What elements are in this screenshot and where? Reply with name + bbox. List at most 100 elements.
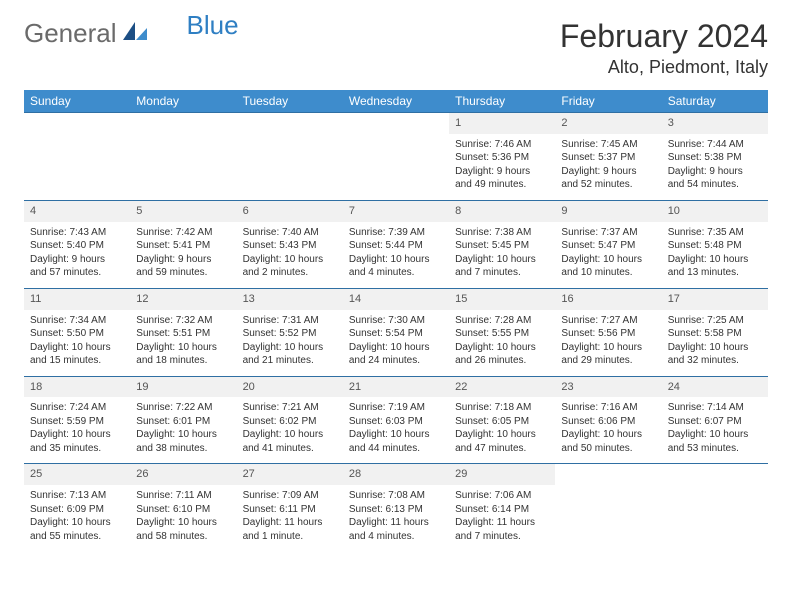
sunset-line: Sunset: 5:37 PM xyxy=(561,151,655,165)
day-number-cell: 16 xyxy=(555,288,661,309)
day-detail-cell xyxy=(662,485,768,551)
sunrise-line: Sunrise: 7:22 AM xyxy=(136,401,230,415)
daylight-line: Daylight: 10 hours and 41 minutes. xyxy=(243,428,337,455)
sunset-line: Sunset: 5:54 PM xyxy=(349,327,443,341)
day-detail-cell: Sunrise: 7:24 AMSunset: 5:59 PMDaylight:… xyxy=(24,397,130,464)
day-number-cell: 20 xyxy=(237,376,343,397)
sunset-line: Sunset: 5:59 PM xyxy=(30,415,124,429)
sunset-line: Sunset: 5:52 PM xyxy=(243,327,337,341)
day-number-cell xyxy=(24,113,130,134)
daylight-line: Daylight: 9 hours and 49 minutes. xyxy=(455,165,549,192)
daylight-line: Daylight: 10 hours and 18 minutes. xyxy=(136,341,230,368)
sunset-line: Sunset: 5:36 PM xyxy=(455,151,549,165)
day-number-cell: 15 xyxy=(449,288,555,309)
sunrise-line: Sunrise: 7:27 AM xyxy=(561,314,655,328)
day-detail-cell: Sunrise: 7:09 AMSunset: 6:11 PMDaylight:… xyxy=(237,485,343,551)
day-number-cell: 28 xyxy=(343,464,449,485)
calendar-table: SundayMondayTuesdayWednesdayThursdayFrid… xyxy=(24,90,768,551)
sunset-line: Sunset: 6:09 PM xyxy=(30,503,124,517)
daylight-line: Daylight: 9 hours and 57 minutes. xyxy=(30,253,124,280)
sunrise-line: Sunrise: 7:21 AM xyxy=(243,401,337,415)
day-number-cell: 21 xyxy=(343,376,449,397)
sunset-line: Sunset: 5:41 PM xyxy=(136,239,230,253)
day-detail-cell: Sunrise: 7:43 AMSunset: 5:40 PMDaylight:… xyxy=(24,222,130,289)
sunset-line: Sunset: 6:02 PM xyxy=(243,415,337,429)
day-detail-cell xyxy=(237,134,343,201)
day-detail-cell: Sunrise: 7:39 AMSunset: 5:44 PMDaylight:… xyxy=(343,222,449,289)
day-number-cell: 2 xyxy=(555,113,661,134)
day-number-cell: 12 xyxy=(130,288,236,309)
daylight-line: Daylight: 11 hours and 4 minutes. xyxy=(349,516,443,543)
day-detail-cell: Sunrise: 7:45 AMSunset: 5:37 PMDaylight:… xyxy=(555,134,661,201)
sunset-line: Sunset: 5:40 PM xyxy=(30,239,124,253)
sunrise-line: Sunrise: 7:28 AM xyxy=(455,314,549,328)
day-number-cell: 10 xyxy=(662,200,768,221)
day-detail-cell: Sunrise: 7:25 AMSunset: 5:58 PMDaylight:… xyxy=(662,310,768,377)
daylight-line: Daylight: 10 hours and 32 minutes. xyxy=(668,341,762,368)
day-detail-cell: Sunrise: 7:46 AMSunset: 5:36 PMDaylight:… xyxy=(449,134,555,201)
day-detail-cell: Sunrise: 7:34 AMSunset: 5:50 PMDaylight:… xyxy=(24,310,130,377)
day-number-cell: 29 xyxy=(449,464,555,485)
daylight-line: Daylight: 10 hours and 24 minutes. xyxy=(349,341,443,368)
day-number-cell: 18 xyxy=(24,376,130,397)
sunrise-line: Sunrise: 7:39 AM xyxy=(349,226,443,240)
day-detail-cell: Sunrise: 7:30 AMSunset: 5:54 PMDaylight:… xyxy=(343,310,449,377)
daylight-line: Daylight: 10 hours and 4 minutes. xyxy=(349,253,443,280)
daylight-line: Daylight: 11 hours and 7 minutes. xyxy=(455,516,549,543)
sunrise-line: Sunrise: 7:13 AM xyxy=(30,489,124,503)
day-detail-cell: Sunrise: 7:38 AMSunset: 5:45 PMDaylight:… xyxy=(449,222,555,289)
daylight-line: Daylight: 10 hours and 47 minutes. xyxy=(455,428,549,455)
sunset-line: Sunset: 5:47 PM xyxy=(561,239,655,253)
day-number-cell: 11 xyxy=(24,288,130,309)
weekday-header: Sunday xyxy=(24,90,130,113)
daylight-line: Daylight: 10 hours and 2 minutes. xyxy=(243,253,337,280)
daylight-line: Daylight: 10 hours and 29 minutes. xyxy=(561,341,655,368)
sunset-line: Sunset: 6:14 PM xyxy=(455,503,549,517)
day-detail-cell: Sunrise: 7:13 AMSunset: 6:09 PMDaylight:… xyxy=(24,485,130,551)
day-detail-cell: Sunrise: 7:11 AMSunset: 6:10 PMDaylight:… xyxy=(130,485,236,551)
header: General Blue February 2024 Alto, Piedmon… xyxy=(24,18,768,78)
logo-sail-icon xyxy=(121,18,149,49)
sunset-line: Sunset: 6:13 PM xyxy=(349,503,443,517)
daylight-line: Daylight: 10 hours and 35 minutes. xyxy=(30,428,124,455)
day-detail-cell: Sunrise: 7:19 AMSunset: 6:03 PMDaylight:… xyxy=(343,397,449,464)
title-block: February 2024 Alto, Piedmont, Italy xyxy=(560,18,768,78)
daylight-line: Daylight: 11 hours and 1 minute. xyxy=(243,516,337,543)
day-number-cell: 22 xyxy=(449,376,555,397)
day-number-cell xyxy=(237,113,343,134)
weekday-header: Thursday xyxy=(449,90,555,113)
day-number-cell: 17 xyxy=(662,288,768,309)
day-detail-cell: Sunrise: 7:06 AMSunset: 6:14 PMDaylight:… xyxy=(449,485,555,551)
sunrise-line: Sunrise: 7:18 AM xyxy=(455,401,549,415)
sunrise-line: Sunrise: 7:09 AM xyxy=(243,489,337,503)
sunset-line: Sunset: 5:43 PM xyxy=(243,239,337,253)
sunset-line: Sunset: 5:58 PM xyxy=(668,327,762,341)
day-number-cell xyxy=(343,113,449,134)
sunrise-line: Sunrise: 7:38 AM xyxy=(455,226,549,240)
day-number-cell xyxy=(662,464,768,485)
day-number-cell: 8 xyxy=(449,200,555,221)
sunset-line: Sunset: 6:10 PM xyxy=(136,503,230,517)
day-number-row: 18192021222324 xyxy=(24,376,768,397)
day-number-cell: 7 xyxy=(343,200,449,221)
day-number-cell: 27 xyxy=(237,464,343,485)
day-detail-cell xyxy=(555,485,661,551)
sunrise-line: Sunrise: 7:25 AM xyxy=(668,314,762,328)
day-number-cell: 14 xyxy=(343,288,449,309)
day-detail-cell: Sunrise: 7:44 AMSunset: 5:38 PMDaylight:… xyxy=(662,134,768,201)
day-number-row: 123 xyxy=(24,113,768,134)
day-number-cell xyxy=(555,464,661,485)
day-number-cell: 4 xyxy=(24,200,130,221)
day-detail-cell xyxy=(343,134,449,201)
day-number-cell: 23 xyxy=(555,376,661,397)
day-detail-row: Sunrise: 7:24 AMSunset: 5:59 PMDaylight:… xyxy=(24,397,768,464)
day-detail-cell: Sunrise: 7:16 AMSunset: 6:06 PMDaylight:… xyxy=(555,397,661,464)
day-detail-cell: Sunrise: 7:28 AMSunset: 5:55 PMDaylight:… xyxy=(449,310,555,377)
sunset-line: Sunset: 5:38 PM xyxy=(668,151,762,165)
daylight-line: Daylight: 9 hours and 54 minutes. xyxy=(668,165,762,192)
day-detail-cell xyxy=(130,134,236,201)
day-detail-row: Sunrise: 7:46 AMSunset: 5:36 PMDaylight:… xyxy=(24,134,768,201)
day-detail-cell: Sunrise: 7:35 AMSunset: 5:48 PMDaylight:… xyxy=(662,222,768,289)
daylight-line: Daylight: 10 hours and 10 minutes. xyxy=(561,253,655,280)
weekday-header: Wednesday xyxy=(343,90,449,113)
